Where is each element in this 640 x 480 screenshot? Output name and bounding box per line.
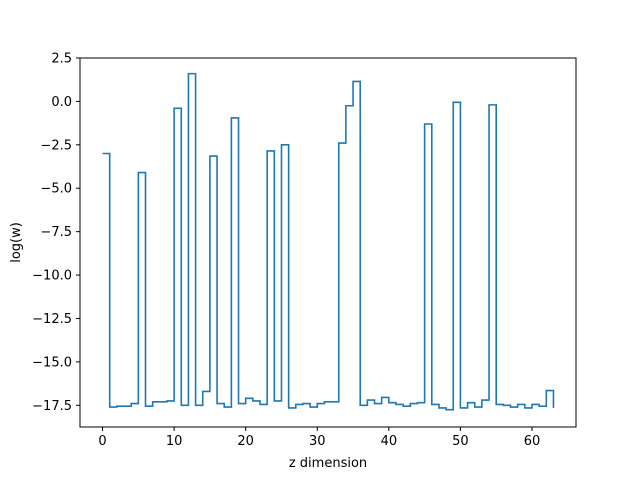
x-axis-label: z dimension — [289, 456, 367, 471]
y-tick-label: −7.5 — [40, 225, 72, 240]
x-axis: 0 10 20 30 40 50 60 — [98, 427, 540, 449]
y-tick-label: 0.0 — [51, 95, 72, 110]
x-tick-label: 30 — [309, 434, 326, 449]
x-tick-label: 60 — [524, 434, 541, 449]
y-tick-label: −10.0 — [32, 269, 72, 284]
x-tick-label: 20 — [237, 434, 254, 449]
series-layer — [102, 72, 555, 411]
y-tick-label: −17.5 — [32, 399, 72, 414]
y-axis-label: log(w) — [9, 222, 24, 263]
x-tick-label: 40 — [381, 434, 398, 449]
plot-frame — [79, 57, 577, 428]
y-tick-label: −5.0 — [40, 182, 72, 197]
y-tick-label: −2.5 — [40, 138, 72, 153]
y-tick-label: −12.5 — [32, 312, 72, 327]
y-axis: 2.5 0.0 −2.5 −5.0 −7.5 −10.0 −12.5 −15.0 −17.5 — [32, 52, 80, 414]
series-line — [102, 72, 555, 411]
x-tick-label: 50 — [452, 434, 469, 449]
x-tick-label: 0 — [98, 434, 106, 449]
y-tick-label: 2.5 — [51, 52, 72, 67]
y-tick-label: −15.0 — [32, 355, 72, 370]
x-tick-label: 10 — [166, 434, 183, 449]
